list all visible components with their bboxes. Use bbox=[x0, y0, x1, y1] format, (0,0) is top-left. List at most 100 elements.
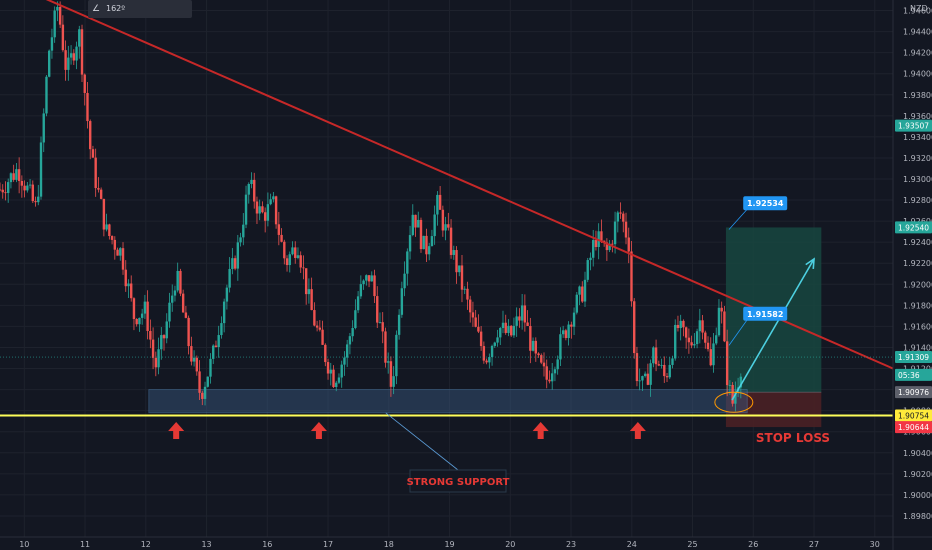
candle-body bbox=[717, 307, 721, 336]
candle-body bbox=[704, 332, 707, 343]
candle-body bbox=[654, 347, 658, 365]
candle-body bbox=[531, 340, 535, 351]
price-tag: 1.93507 bbox=[895, 119, 932, 132]
candle-body bbox=[250, 179, 253, 184]
candle-body bbox=[1, 189, 4, 193]
price-callout[interactable]: 1.92534 bbox=[728, 196, 788, 230]
candle-body bbox=[37, 196, 40, 203]
indicator-box[interactable]: ∠ 162º bbox=[88, 0, 192, 18]
candle-body bbox=[362, 280, 365, 285]
candle-body bbox=[277, 224, 281, 235]
candle-body bbox=[299, 255, 302, 268]
candle-body bbox=[630, 251, 633, 302]
time-axis[interactable]: 10 11 12 13 16 17 18 19 20 23 24 25 26 27 30 bbox=[0, 536, 932, 549]
candle-body bbox=[449, 227, 453, 255]
candle-body bbox=[80, 29, 84, 75]
candle-body bbox=[458, 265, 461, 273]
candle-body bbox=[441, 209, 445, 231]
candle-body bbox=[512, 325, 516, 336]
price-axis[interactable]: 1.94600 1.94400 1.94200 1.94000 1.93800 1.936… bbox=[892, 0, 932, 550]
candle-body bbox=[113, 239, 117, 250]
candle-body bbox=[471, 312, 475, 318]
arrow-shape bbox=[629, 422, 646, 439]
time-tick-label: 19 bbox=[444, 540, 454, 549]
candle-body bbox=[709, 349, 712, 366]
candle-body bbox=[463, 288, 466, 290]
candle-body bbox=[34, 201, 37, 203]
candle-body bbox=[15, 169, 18, 180]
candle-body bbox=[504, 322, 507, 333]
time-tick-label: 13 bbox=[201, 540, 211, 549]
candle-body bbox=[310, 289, 313, 311]
candle-body bbox=[258, 206, 261, 214]
candle-body bbox=[583, 279, 587, 302]
candle-body bbox=[406, 251, 409, 274]
stop-loss-text: STOP LOSS bbox=[756, 431, 830, 445]
candle-body bbox=[253, 179, 256, 202]
candle-body bbox=[291, 247, 294, 255]
candle-body bbox=[403, 273, 406, 289]
candle-body bbox=[723, 311, 726, 342]
candle-body bbox=[337, 377, 341, 383]
candle-body bbox=[91, 149, 95, 158]
candle-body bbox=[671, 358, 674, 365]
candle-body bbox=[564, 330, 568, 339]
arrow-shape bbox=[532, 422, 549, 439]
candle-body bbox=[296, 255, 300, 258]
candle-body bbox=[430, 236, 434, 247]
candle-body bbox=[734, 392, 737, 404]
candle-body bbox=[165, 321, 168, 339]
candle-body bbox=[17, 169, 21, 181]
candle-body bbox=[433, 214, 436, 237]
candle-body bbox=[28, 184, 32, 186]
candle-body bbox=[157, 349, 160, 368]
candle-body bbox=[684, 327, 688, 338]
candle-body bbox=[427, 246, 431, 255]
candle-body bbox=[624, 221, 628, 238]
candle-body bbox=[313, 310, 316, 326]
callout-text: 1.91582 bbox=[747, 310, 783, 319]
candle-body bbox=[12, 173, 15, 180]
price-tag-label: 1.93507 bbox=[898, 122, 929, 131]
price-axis-bg bbox=[893, 0, 932, 550]
candle-body bbox=[545, 366, 548, 380]
candle-body bbox=[444, 224, 447, 231]
candle-body bbox=[657, 364, 661, 366]
candle-body bbox=[649, 363, 652, 385]
time-tick-label: 24 bbox=[627, 540, 637, 549]
candle-body bbox=[408, 235, 412, 252]
candle-body bbox=[269, 199, 272, 205]
candle-body bbox=[280, 234, 283, 242]
candle-body bbox=[619, 212, 622, 214]
price-callout[interactable]: 1.91582 bbox=[728, 306, 788, 346]
candle-body bbox=[214, 345, 218, 348]
candle-body bbox=[222, 301, 226, 324]
price-tick-label: 1.94000 bbox=[903, 70, 932, 79]
candle-body bbox=[556, 359, 559, 370]
time-tick-label: 20 bbox=[505, 540, 515, 549]
candle-body bbox=[318, 327, 322, 330]
candle-body bbox=[468, 299, 472, 313]
candle-body bbox=[586, 260, 589, 280]
support-arrow-icon bbox=[310, 422, 327, 439]
candle-body bbox=[553, 369, 557, 374]
candle-body bbox=[195, 357, 199, 372]
candle-body bbox=[225, 287, 229, 302]
candle-body bbox=[201, 392, 204, 399]
candle-body bbox=[633, 301, 636, 354]
candle-body bbox=[162, 335, 166, 339]
candle-body bbox=[173, 290, 177, 296]
candle-body bbox=[242, 224, 245, 238]
time-tick-label: 18 bbox=[384, 540, 394, 549]
candle-body bbox=[94, 157, 97, 189]
candle-body bbox=[542, 362, 546, 367]
price-tag: 1.92540 bbox=[895, 221, 932, 234]
candle-body bbox=[326, 362, 330, 374]
support-arrow-icon bbox=[532, 422, 549, 439]
candle-body bbox=[455, 250, 458, 273]
candle-body bbox=[728, 384, 732, 386]
candle-body bbox=[417, 219, 420, 228]
candle-body bbox=[143, 301, 147, 314]
candle-body bbox=[116, 249, 119, 256]
